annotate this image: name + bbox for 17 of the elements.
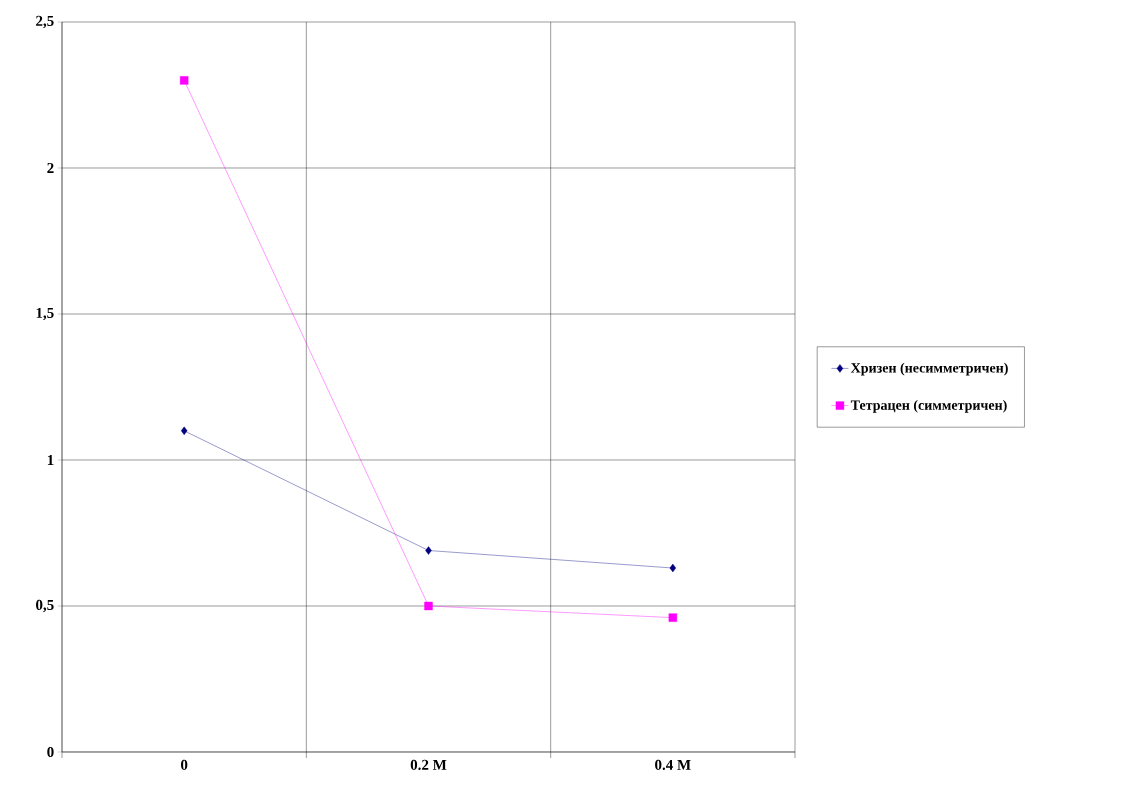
y-tick-label: 2	[47, 163, 54, 173]
x-tick-label: 0.2 M	[410, 759, 447, 770]
y-tick-label: 1,5	[36, 307, 54, 321]
point	[180, 426, 188, 435]
legend-label: Тетрацен (симметричен)	[850, 399, 1007, 413]
point	[668, 613, 678, 622]
point	[669, 563, 677, 573]
y-tick-label: 1	[47, 455, 54, 465]
point	[179, 76, 189, 85]
x-tick-label: 0	[180, 759, 188, 770]
y-tick-label: 2,5	[36, 15, 54, 29]
point	[425, 546, 432, 555]
x-tick-label: 0.4 M	[655, 759, 691, 770]
y-tick-label: 0,5	[36, 599, 54, 613]
legend-label: Хризен (несимметричен)	[850, 362, 1008, 376]
point	[424, 601, 433, 611]
y-tick-label: 0	[47, 746, 54, 758]
